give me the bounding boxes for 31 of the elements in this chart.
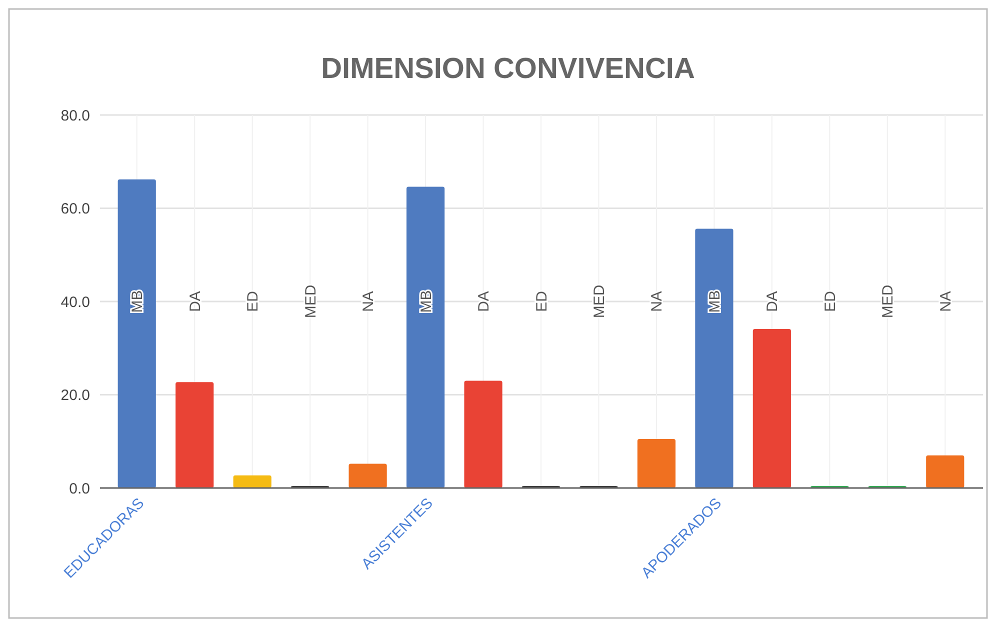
y-tick-label: 80.0 — [60, 107, 90, 124]
bar — [118, 179, 156, 488]
y-tick-label: 60.0 — [60, 200, 90, 218]
y-tick-label: 0.0 — [69, 480, 90, 498]
x-tick-label: MED — [590, 284, 608, 318]
y-tick-label: 40.0 — [60, 294, 90, 311]
x-tick-label: MB — [129, 290, 146, 313]
x-tick-label: NA — [360, 291, 378, 312]
chart-title: DIMENSION CONVIVENCIA — [321, 53, 695, 85]
x-tick-label: MED — [880, 284, 897, 318]
bar — [176, 382, 214, 488]
bar — [695, 228, 734, 488]
bar — [926, 455, 964, 488]
bar — [233, 475, 272, 488]
x-tick-label: NA — [648, 291, 666, 312]
bar — [406, 186, 445, 488]
bar — [752, 329, 791, 488]
bar — [464, 380, 502, 488]
bar — [348, 464, 387, 488]
x-tick-label: ED — [244, 290, 262, 312]
x-tick-label: MB — [706, 290, 724, 313]
x-tick-label: ED — [822, 290, 839, 312]
x-tick-label: ED — [533, 290, 550, 312]
y-tick-label: 20.0 — [60, 387, 90, 404]
x-tick-label: DA — [186, 291, 204, 312]
x-tick-label: MB — [418, 290, 435, 313]
x-tick-label: MED — [302, 284, 320, 318]
bar — [637, 439, 676, 488]
x-tick-label: NA — [937, 291, 954, 312]
x-tick-label: DA — [764, 291, 782, 312]
x-tick-label: DA — [476, 291, 493, 312]
